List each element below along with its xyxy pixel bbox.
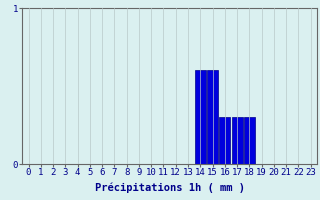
X-axis label: Précipitations 1h ( mm ): Précipitations 1h ( mm ) bbox=[95, 183, 244, 193]
Bar bbox=[195, 70, 206, 164]
Bar bbox=[232, 117, 243, 164]
Bar bbox=[207, 70, 218, 164]
Bar bbox=[244, 117, 255, 164]
Bar bbox=[219, 117, 230, 164]
